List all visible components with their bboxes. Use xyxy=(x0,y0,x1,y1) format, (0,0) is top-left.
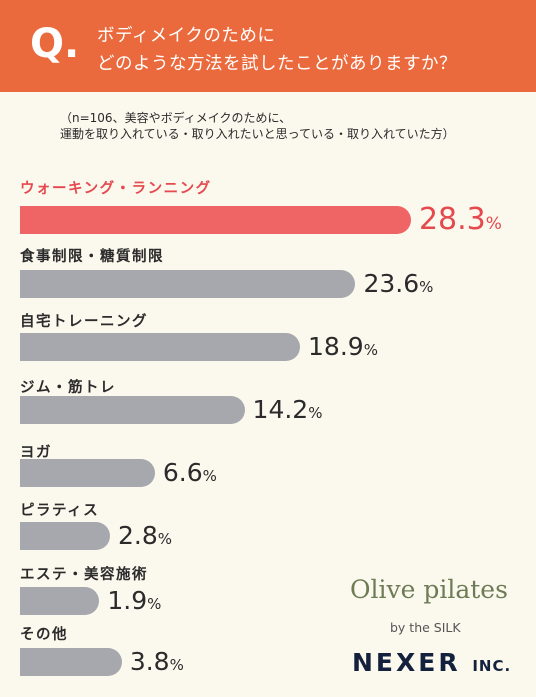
bar xyxy=(20,522,111,550)
bar xyxy=(20,333,301,361)
value-number: 14.2 xyxy=(252,395,309,424)
bar xyxy=(20,648,122,676)
value-number: 28.3 xyxy=(418,202,486,237)
question-mark: Q. xyxy=(30,21,80,67)
category-label: その他 xyxy=(20,627,68,643)
question-header: Q. ボディメイクのために どのような方法を試したことがありますか？ xyxy=(0,0,536,92)
value-label: 6.6% xyxy=(163,458,217,491)
value-label: 23.6% xyxy=(363,269,433,302)
nexer-logo: NEXER INC. xyxy=(352,648,511,677)
olive-pilates-logo: Olive pilates xyxy=(350,575,508,604)
by-the-silk-text: by the SILK xyxy=(390,620,461,635)
category-label: ヨガ xyxy=(20,445,52,461)
category-label: エステ・美容施術 xyxy=(20,567,148,583)
category-label: ジム・筋トレ xyxy=(20,380,116,396)
value-number: 23.6 xyxy=(363,269,420,298)
bar xyxy=(20,459,155,487)
value-label: 28.3% xyxy=(419,205,502,239)
value-unit: % xyxy=(157,530,173,548)
value-label: 18.9% xyxy=(308,332,378,365)
question-line-1: ボディメイクのために xyxy=(97,26,276,46)
value-number: 3.8 xyxy=(129,647,170,676)
value-number: 18.9 xyxy=(308,332,364,361)
value-unit: % xyxy=(202,467,217,485)
question-line-2: どのような方法を試したことがありますか？ xyxy=(97,54,457,74)
value-unit: % xyxy=(308,404,323,422)
bar xyxy=(20,270,356,298)
category-label: ウォーキング・ランニング xyxy=(20,181,212,197)
value-label: 14.2% xyxy=(253,395,323,428)
value-number: 2.8 xyxy=(118,521,158,550)
nexer-inc: INC. xyxy=(472,657,512,675)
nexer-name: NEXER xyxy=(352,648,461,677)
value-unit: % xyxy=(419,278,434,296)
sample-note-line-2: 運動を取り入れている・取り入れたいと思っている・取り入れていた方） xyxy=(60,127,455,141)
value-label: 2.8% xyxy=(118,521,172,554)
value-unit: % xyxy=(147,595,162,613)
value-unit: % xyxy=(169,656,184,674)
value-unit: % xyxy=(363,341,378,359)
value-unit: % xyxy=(485,214,502,234)
category-label: ピラティス xyxy=(20,503,100,519)
sample-note-line-1: （n=106、美容やボディメイクのために、 xyxy=(60,111,292,125)
value-label: 3.8% xyxy=(130,647,184,680)
bar xyxy=(20,206,411,234)
category-label: 食事制限・糖質制限 xyxy=(20,249,164,265)
bar xyxy=(20,587,100,615)
value-number: 1.9 xyxy=(107,586,148,615)
bar xyxy=(20,396,245,424)
category-label: 自宅トレーニング xyxy=(20,314,148,330)
value-label: 1.9% xyxy=(107,586,161,619)
value-number: 6.6 xyxy=(162,458,203,487)
